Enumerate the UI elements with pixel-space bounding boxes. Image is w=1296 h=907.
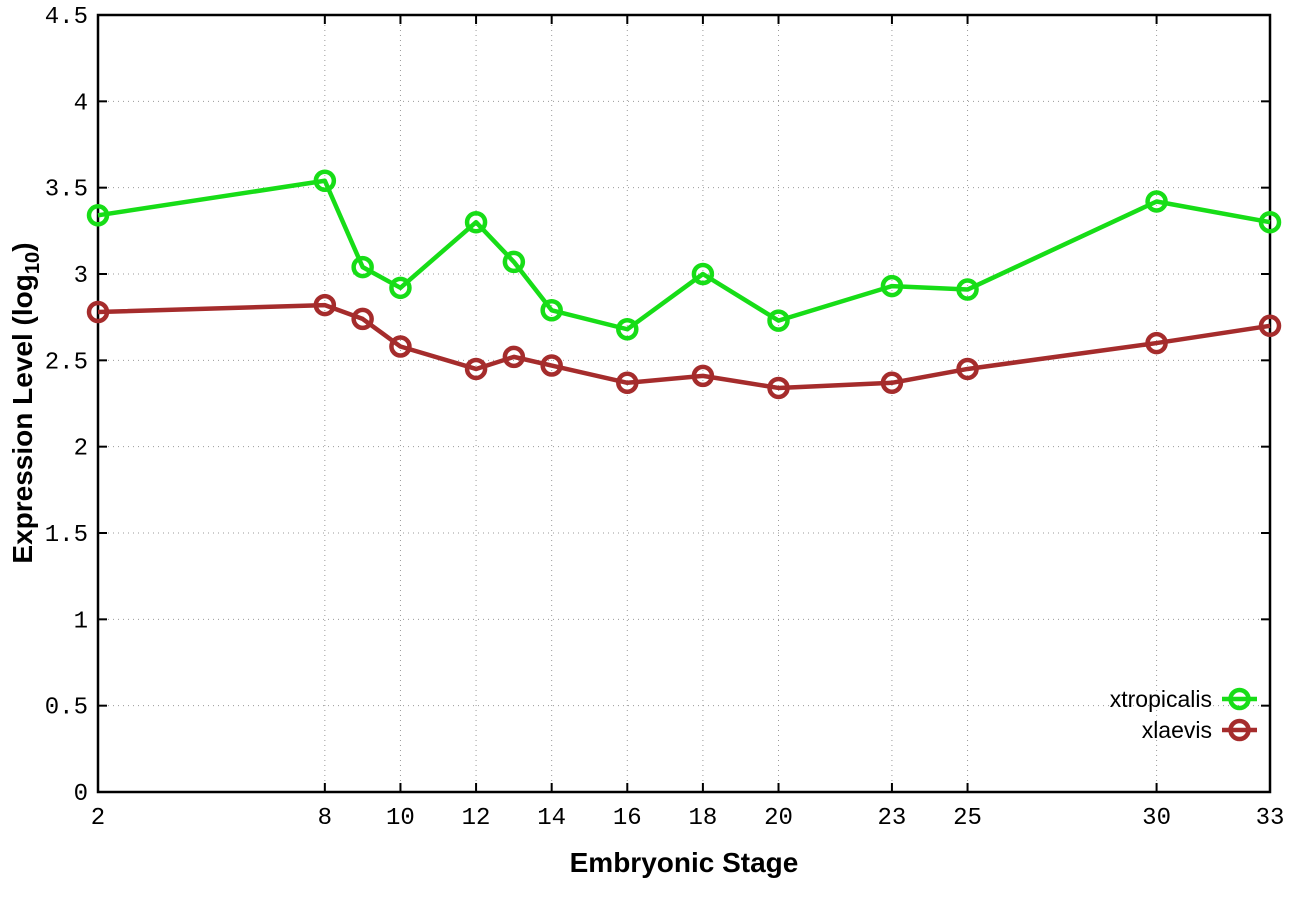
data-point-xlaevis bbox=[616, 371, 639, 395]
data-point-xlaevis bbox=[313, 293, 337, 317]
y-tick-label: 0 bbox=[74, 781, 88, 808]
y-tick-label: 0.5 bbox=[45, 695, 88, 722]
data-point-xlaevis bbox=[464, 357, 488, 381]
series-line-xlaevis bbox=[97, 302, 1271, 391]
x-tick-label: 20 bbox=[764, 805, 793, 832]
data-point-xlaevis bbox=[691, 364, 715, 388]
x-tick-label: 23 bbox=[878, 805, 907, 832]
x-tick-label: 10 bbox=[386, 805, 415, 832]
data-point-xlaevis bbox=[880, 371, 904, 395]
data-point-xtropicalis bbox=[389, 276, 412, 300]
x-tick-label: 33 bbox=[1256, 805, 1285, 832]
y-tick-label: 1.5 bbox=[45, 522, 88, 549]
y-axis-title-subscript: 10 bbox=[21, 251, 44, 275]
data-point-xtropicalis bbox=[880, 274, 904, 298]
y-tick-label: 3 bbox=[74, 263, 88, 290]
data-point-xlaevis bbox=[1258, 314, 1282, 338]
data-point-xtropicalis bbox=[351, 255, 374, 279]
data-point-xtropicalis bbox=[502, 250, 526, 274]
data-point-xlaevis bbox=[86, 300, 110, 324]
legend-label-xlaevis: xlaevis bbox=[1142, 717, 1212, 743]
y-axis-title-text: Expression Level (log bbox=[7, 274, 39, 564]
data-point-xtropicalis bbox=[1145, 190, 1168, 213]
data-point-xtropicalis bbox=[540, 299, 563, 322]
legend-marker-xlaevis bbox=[1228, 718, 1251, 742]
x-tick-label: 16 bbox=[613, 805, 642, 832]
data-point-xlaevis bbox=[351, 307, 374, 331]
y-tick-label: 4 bbox=[74, 90, 88, 117]
data-point-xlaevis bbox=[389, 335, 412, 358]
data-point-xtropicalis bbox=[616, 318, 639, 341]
data-point-xtropicalis bbox=[691, 262, 715, 286]
x-tick-label: 30 bbox=[1142, 805, 1171, 832]
y-tick-label: 1 bbox=[74, 608, 88, 635]
y-axis-title-suffix: ) bbox=[7, 242, 39, 252]
x-tick-label: 25 bbox=[953, 805, 982, 832]
data-point-xlaevis bbox=[1145, 331, 1168, 355]
y-tick-label: 2 bbox=[74, 436, 88, 463]
y-tick-label: 2.5 bbox=[45, 349, 88, 376]
y-tick-label: 3.5 bbox=[45, 177, 88, 204]
data-point-xtropicalis bbox=[313, 169, 337, 193]
legend-label-xtropicalis: xtropicalis bbox=[1110, 686, 1212, 712]
data-point-xtropicalis bbox=[767, 309, 790, 332]
legend-marker-xtropicalis bbox=[1228, 687, 1251, 711]
x-tick-label: 2 bbox=[91, 805, 105, 832]
data-point-xtropicalis bbox=[956, 278, 979, 301]
data-point-xtropicalis bbox=[86, 204, 110, 227]
data-point-xlaevis bbox=[767, 376, 790, 400]
data-point-xlaevis bbox=[540, 354, 563, 377]
data-point-xlaevis bbox=[502, 345, 526, 369]
plot-border bbox=[96, 13, 1272, 794]
data-point-xtropicalis bbox=[464, 210, 488, 234]
y-axis-title: Expression Level (log10) bbox=[7, 242, 45, 563]
data-point-xtropicalis bbox=[1258, 210, 1282, 234]
x-tick-label: 8 bbox=[318, 805, 332, 832]
x-tick-label: 18 bbox=[688, 805, 717, 832]
data-point-xlaevis bbox=[956, 357, 979, 381]
x-tick-label: 14 bbox=[537, 805, 566, 832]
x-tick-label: 12 bbox=[462, 805, 491, 832]
y-tick-label: 4.5 bbox=[45, 4, 88, 31]
x-axis-title: Embryonic Stage bbox=[569, 847, 799, 878]
